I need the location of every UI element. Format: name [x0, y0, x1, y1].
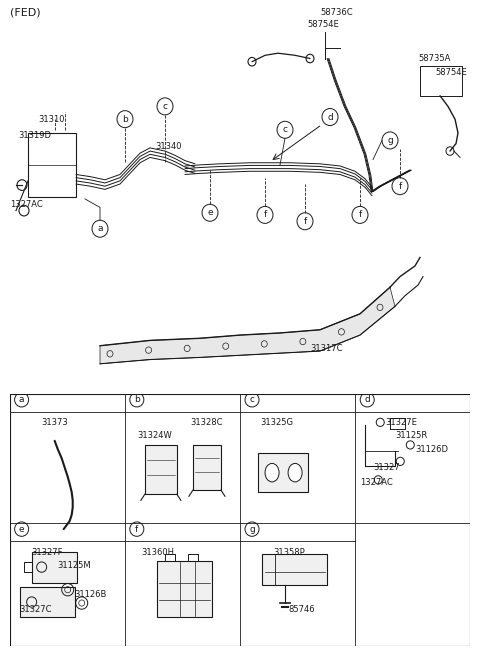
- Text: 31126D: 31126D: [415, 445, 448, 454]
- Text: 31125R: 31125R: [395, 430, 428, 440]
- Bar: [28, 133, 76, 197]
- Text: a: a: [97, 224, 103, 234]
- Text: 31328C: 31328C: [190, 419, 222, 427]
- Text: 31358P: 31358P: [273, 548, 305, 556]
- Text: 31310: 31310: [38, 115, 64, 123]
- Text: 31317C: 31317C: [310, 344, 343, 354]
- Text: f: f: [359, 211, 361, 219]
- Text: 31327: 31327: [373, 463, 400, 472]
- Text: 31319D: 31319D: [18, 131, 51, 140]
- Text: a: a: [19, 396, 24, 404]
- Text: b: b: [134, 396, 140, 404]
- Ellipse shape: [265, 463, 279, 482]
- Text: 31327E: 31327E: [385, 419, 417, 427]
- Bar: [420, 66, 462, 96]
- Polygon shape: [100, 287, 395, 364]
- Text: b: b: [122, 115, 128, 123]
- Bar: [145, 445, 177, 494]
- Text: d: d: [364, 396, 370, 404]
- Bar: [32, 552, 77, 583]
- Bar: [262, 554, 327, 584]
- Text: c: c: [163, 102, 168, 111]
- Text: 31324W: 31324W: [137, 430, 171, 440]
- Text: 1327AC: 1327AC: [10, 199, 43, 209]
- Text: 58736C: 58736C: [320, 9, 353, 17]
- Text: 58735A: 58735A: [418, 54, 450, 63]
- Text: g: g: [249, 525, 255, 533]
- Bar: [20, 586, 75, 617]
- Text: 31126B: 31126B: [75, 590, 107, 599]
- Text: 31373: 31373: [42, 419, 69, 427]
- Bar: [258, 453, 308, 492]
- Text: c: c: [250, 396, 254, 404]
- Text: f: f: [303, 216, 307, 226]
- Text: 31125M: 31125M: [58, 561, 91, 570]
- Text: e: e: [19, 525, 24, 533]
- Text: d: d: [327, 113, 333, 121]
- Text: c: c: [283, 125, 288, 134]
- Text: e: e: [207, 208, 213, 217]
- Text: 58754E: 58754E: [435, 68, 467, 77]
- Text: f: f: [264, 211, 266, 219]
- Text: 58754E: 58754E: [307, 20, 339, 29]
- Bar: [193, 445, 221, 490]
- Text: 31327C: 31327C: [20, 605, 52, 614]
- Text: 31327F: 31327F: [32, 548, 63, 556]
- Text: 1327AC: 1327AC: [360, 478, 393, 487]
- Ellipse shape: [288, 463, 302, 482]
- Text: 31325G: 31325G: [260, 419, 293, 427]
- Text: f: f: [398, 182, 402, 191]
- Text: (FED): (FED): [10, 8, 41, 18]
- Text: 31340: 31340: [155, 142, 181, 152]
- Text: 31360H: 31360H: [141, 548, 174, 556]
- Text: g: g: [387, 136, 393, 145]
- Bar: [157, 561, 212, 617]
- Text: f: f: [135, 525, 138, 533]
- Text: 85746: 85746: [288, 605, 315, 614]
